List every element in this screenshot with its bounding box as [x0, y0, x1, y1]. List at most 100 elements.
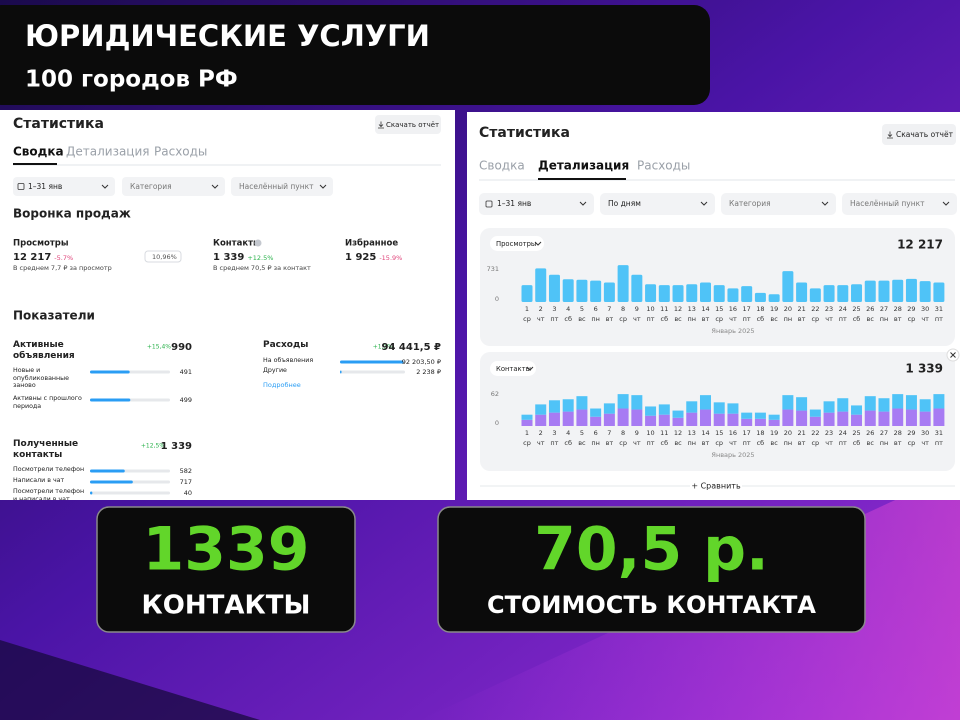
- x-tick-weekday: вт: [894, 439, 902, 447]
- bar-segment: [796, 397, 808, 411]
- bar-segment: [892, 408, 904, 426]
- x-tick-label: 4: [566, 429, 570, 437]
- x-tick-label: 20: [784, 305, 792, 313]
- x-tick-label: 28: [894, 429, 902, 437]
- metric-dropdown[interactable]: [490, 361, 536, 376]
- indicator-total: 1 339: [161, 441, 192, 452]
- x-tick-label: 23: [825, 429, 833, 437]
- x-tick-weekday: вт: [798, 439, 806, 447]
- x-tick-label: 27: [880, 305, 888, 313]
- chevron: [821, 201, 829, 206]
- x-tick-label: 26: [866, 429, 874, 437]
- progress-track: [340, 370, 405, 374]
- bar-segment: [864, 396, 876, 411]
- x-tick-label: 30: [921, 429, 929, 437]
- x-tick-label: 25: [852, 305, 860, 313]
- x-tick-label: 30: [921, 305, 929, 313]
- compare-button[interactable]: + Сравнить: [691, 482, 741, 491]
- filter-label: По дням: [608, 199, 641, 208]
- progress-bar: [90, 469, 125, 473]
- bar: [892, 279, 904, 302]
- chevron: [101, 184, 109, 189]
- bar-segment: [782, 395, 794, 410]
- download-button[interactable]: [375, 115, 441, 134]
- x-tick-weekday: вт: [606, 439, 614, 447]
- bar-segment: [521, 419, 533, 426]
- chevron: [319, 184, 327, 189]
- section-title: Воронка продаж: [13, 207, 131, 221]
- row-label-box: Другие: [263, 367, 287, 374]
- x-tick-label: 12: [674, 429, 682, 437]
- bar-segment: [851, 405, 863, 415]
- x-tick-label: 4: [566, 305, 570, 313]
- x-tick-weekday: пт: [839, 439, 847, 447]
- x-tick-label: 7: [607, 305, 611, 313]
- bar-segment: [713, 413, 725, 426]
- download-button[interactable]: [882, 124, 956, 145]
- x-tick-label: 31: [935, 429, 943, 437]
- x-tick-weekday: ср: [908, 439, 916, 447]
- x-tick-label: 20: [784, 429, 792, 437]
- bar: [754, 292, 766, 302]
- x-tick-weekday: чт: [633, 315, 641, 323]
- x-tick-weekday: чт: [537, 315, 545, 323]
- bar-segment: [631, 395, 643, 410]
- tab[interactable]: Расходы: [637, 159, 690, 173]
- x-tick-label: 2: [539, 305, 543, 313]
- bar-segment: [631, 409, 643, 426]
- bar-segment: [576, 409, 588, 426]
- x-tick-weekday: вс: [867, 315, 875, 323]
- x-tick-weekday: пт: [743, 439, 751, 447]
- x-tick-label: 11: [660, 305, 668, 313]
- row-value: 582: [180, 467, 192, 475]
- x-tick-weekday: вт: [798, 315, 806, 323]
- tab[interactable]: Детализация: [66, 145, 150, 159]
- highlight-label: СТОИМОСТЬ КОНТАКТА: [487, 591, 816, 619]
- bar: [727, 288, 739, 302]
- x-tick-weekday: чт: [921, 315, 929, 323]
- x-tick-weekday: вт: [894, 315, 902, 323]
- y-tick-label: 731: [487, 265, 499, 273]
- indicator-title: Активные объявления: [13, 340, 75, 361]
- chevron: [942, 201, 950, 206]
- row-label: Посмотрели телефон: [13, 466, 85, 473]
- y-tick-label: 0: [495, 295, 499, 303]
- tab[interactable]: Расходы: [154, 145, 207, 159]
- filter-dropdown[interactable]: [122, 177, 225, 196]
- filter-dropdown[interactable]: [721, 193, 836, 215]
- filter-dropdown[interactable]: [13, 177, 115, 196]
- x-tick-weekday: пт: [935, 315, 943, 323]
- x-tick-weekday: вс: [674, 315, 682, 323]
- filter-dropdown[interactable]: [231, 177, 333, 196]
- x-tick-weekday: чт: [729, 315, 737, 323]
- x-tick-label: 12: [674, 305, 682, 313]
- x-tick-weekday: вт: [606, 315, 614, 323]
- x-tick-weekday: вт: [702, 439, 710, 447]
- details-link[interactable]: Подробнее: [263, 381, 301, 389]
- filter-dropdown[interactable]: [842, 193, 957, 215]
- header-subtitle: 100 городов РФ: [25, 67, 238, 93]
- filter-dropdown[interactable]: [600, 193, 715, 215]
- x-tick-weekday: пт: [935, 439, 943, 447]
- tab[interactable]: Сводка: [479, 159, 525, 173]
- bar: [576, 279, 588, 302]
- metric-label: Избранное: [345, 238, 398, 249]
- tab[interactable]: Сводка: [13, 145, 64, 159]
- x-tick-weekday: пт: [647, 315, 655, 323]
- bar: [933, 282, 945, 302]
- calendar-icon: [17, 183, 25, 190]
- bar-segment: [754, 412, 766, 419]
- x-tick-label: 26: [866, 305, 874, 313]
- bar: [713, 285, 725, 302]
- x-tick-weekday: сб: [661, 439, 669, 447]
- filter-label: Населённый пункт: [239, 182, 314, 191]
- filter-dropdown[interactable]: [479, 193, 594, 215]
- progress-bar: [90, 370, 130, 374]
- x-axis-label: Январь 2025: [711, 327, 754, 335]
- tab[interactable]: Детализация: [538, 159, 629, 173]
- x-tick-label: 11: [660, 429, 668, 437]
- metric-dropdown[interactable]: [490, 236, 544, 251]
- row-value: 2 238 ₽: [416, 368, 441, 376]
- x-tick-weekday: чт: [633, 439, 641, 447]
- filter-label: 1–31 янв: [28, 182, 62, 191]
